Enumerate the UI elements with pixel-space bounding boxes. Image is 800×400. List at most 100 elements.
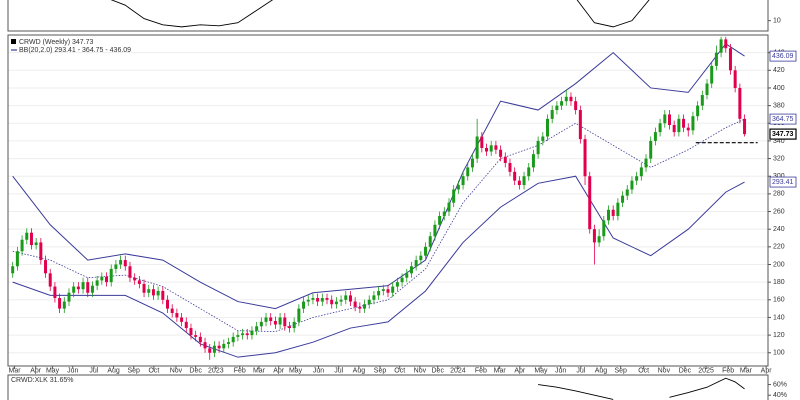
value-box-label: 364.75 [772,116,794,123]
candle-body [513,171,517,181]
candle-body [20,239,24,252]
candle-body [597,236,601,243]
candle-body [358,306,362,309]
x-tick-label: Sep [374,367,387,374]
candle-body [696,105,700,117]
candle-body [372,295,376,300]
candle-body [198,336,202,343]
y-tick-label: 120 [773,332,785,339]
candle-body [409,266,413,274]
y-tick-label: 10 [773,18,781,25]
y-tick-label: 140 [773,314,785,321]
candle-body [241,333,245,336]
candle-body [67,292,71,302]
candle-body [461,176,465,186]
candle-body [381,289,385,291]
value-box-label: 293.41 [772,179,794,186]
candle-body [344,295,348,300]
candle-body [452,189,456,203]
top-frame [7,0,769,32]
candle-body [297,308,301,322]
candle-body [189,328,193,336]
candle-body [433,224,437,237]
candle-body [550,110,554,119]
candle-body [292,321,296,329]
x-tick-label: Apr [30,367,42,374]
candle-body [166,299,170,309]
candle-body [175,313,179,318]
candle-body [546,118,550,137]
legend-swatch [11,39,16,44]
y-tick-label: 300 [773,173,785,180]
panel-label: CRWD:XLK 31.65% [11,377,74,384]
candle-body [536,140,540,155]
candle-body [34,242,38,246]
candle-body [287,326,291,329]
y-tick-label: 160 [773,297,785,304]
candle-body [508,162,512,172]
x-tick-label: Aug [107,367,120,374]
x-tick-label: Jul [576,367,585,374]
candle-body [494,145,498,150]
candle-body [170,308,174,314]
candle-body [531,154,535,168]
candle-body [128,266,132,278]
candle-body [100,276,104,281]
x-tick-label: Aug [353,367,366,374]
legend-entry: CRWD (Weekly) 347.73 [19,39,94,46]
candle-body [255,326,259,331]
candle-body [714,52,718,66]
x-tick-label: Oct [394,367,405,374]
y-tick-label: 420 [773,67,785,74]
candle-body [635,176,639,181]
candle-body [470,158,474,168]
x-tick-label: Aug [595,367,608,374]
candle-body [217,345,221,349]
candle-body [180,317,184,322]
bollinger-lower [12,175,745,358]
candle-body [259,321,263,327]
indicator-line [110,0,650,28]
candle-body [428,236,432,247]
y-tick-label: 60% [773,381,787,388]
bottom-panel [538,377,745,400]
x-tick-label: Feb [475,367,487,374]
price-frame [7,34,769,367]
candle-body [616,202,620,216]
y-tick-label: 380 [773,102,785,109]
x-tick-label: Dec [432,367,445,374]
candle-body [503,156,507,163]
x-tick-label: Jun [67,367,78,374]
candle-body [682,118,686,128]
x-tick-label: Sep [127,367,140,374]
candle-body [367,299,371,305]
y-tick-label: 200 [773,261,785,268]
candle-body [578,110,582,140]
candle-body [710,65,714,84]
y-tick-label: 220 [773,244,785,251]
candle-body [724,39,728,49]
candle-body [311,298,315,300]
candle-body [677,118,681,133]
candle-body [658,123,662,133]
candle-body [316,298,320,302]
candle-body [686,127,690,131]
candle-body [485,147,489,152]
candle-body [667,114,671,126]
candle-body [231,336,235,343]
x-tick-label: Feb [234,367,246,374]
candle-body [447,202,451,212]
candle-body [602,220,606,237]
x-tick-label: Dec [189,367,202,374]
candle-body [592,229,596,243]
price-panel [11,36,758,360]
candle-body [395,282,399,287]
x-tick-label: Mar [9,367,22,374]
candle-body [250,330,254,336]
candle-body [386,289,390,293]
candle-body [625,189,629,196]
y-tick-label: 400 [773,85,785,92]
